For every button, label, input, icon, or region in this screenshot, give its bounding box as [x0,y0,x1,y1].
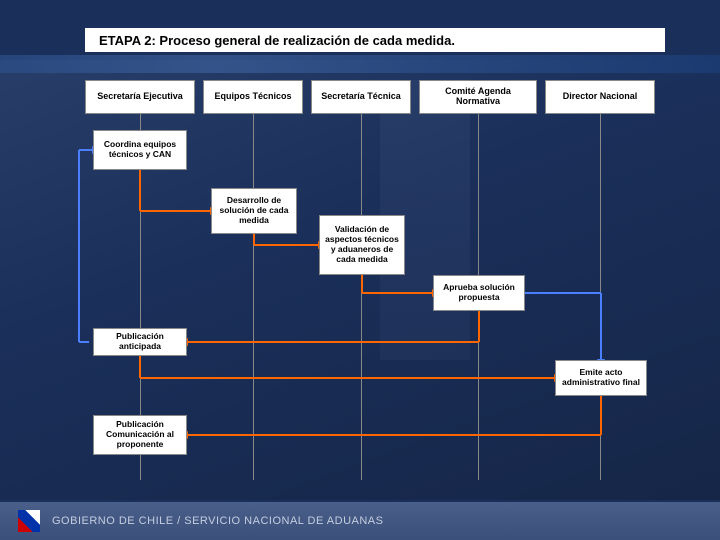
swimlane-divider [361,114,362,480]
column-header: Director Nacional [545,80,655,114]
column-header: Equipos Técnicos [203,80,303,114]
footer-text: GOBIERNO DE CHILE / SERVICIO NACIONAL DE… [52,515,383,527]
footer-bar: GOBIERNO DE CHILE / SERVICIO NACIONAL DE… [0,502,720,540]
column-header: Comité Agenda Normativa [419,80,537,114]
flow-node: Publicación Comunicación al proponente [93,415,187,455]
column-header: Secretaría Técnica [311,80,411,114]
flow-node: Validación de aspectos técnicos y aduane… [319,215,405,275]
flow-node: Aprueba solución propuesta [433,275,525,311]
page-title: ETAPA 2: Proceso general de realización … [85,28,665,52]
swimlane-divider [253,114,254,480]
flow-node: Publicación anticipada [93,328,187,356]
flow-node: Desarrollo de solución de cada medida [211,188,297,234]
photo-banner [0,55,720,73]
flow-node: Emite acto administrativo final [555,360,647,396]
flow-node: Coordina equipos técnicos y CAN [93,130,187,170]
column-header: Secretaría Ejecutiva [85,80,195,114]
flowchart: Secretaría EjecutivaEquipos TécnicosSecr… [85,80,665,480]
chile-logo-icon [18,510,40,532]
